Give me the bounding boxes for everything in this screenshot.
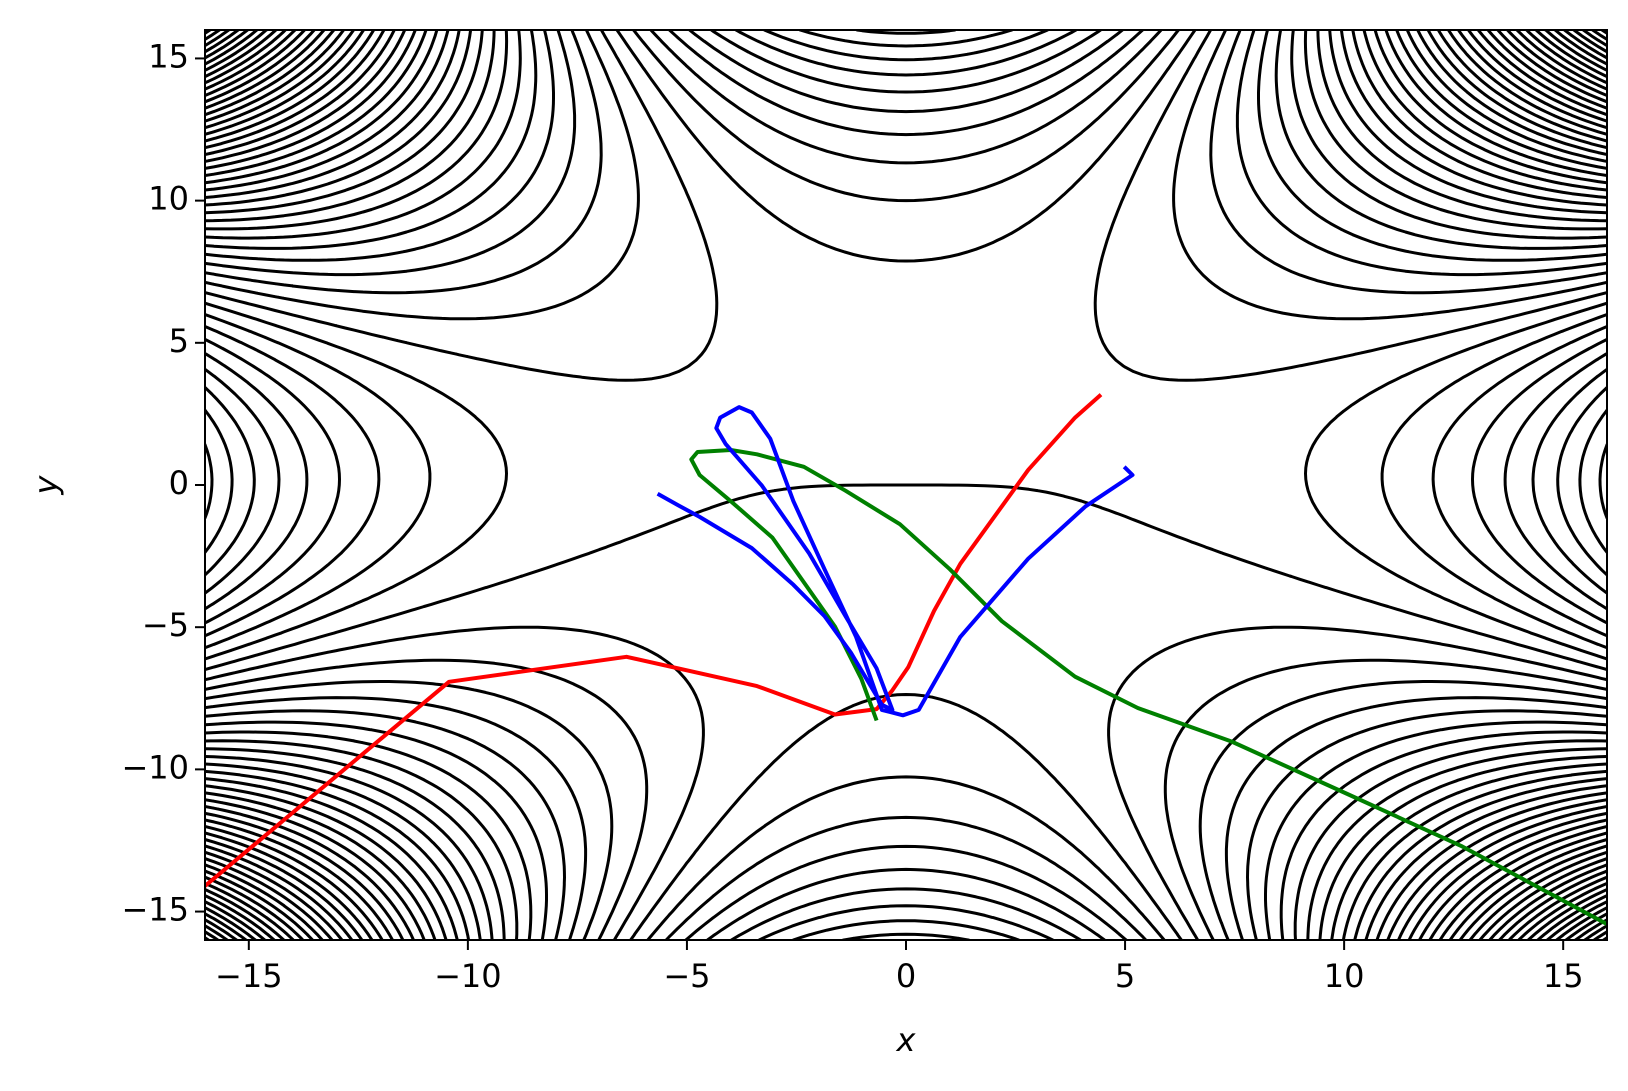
x-tick-label: 10 [1324, 957, 1365, 995]
y-tick-label: −10 [121, 748, 189, 786]
y-tick-label: −5 [142, 606, 189, 644]
x-tick-label: −5 [663, 957, 710, 995]
x-tick-label: 5 [1115, 957, 1135, 995]
x-tick-label: −15 [215, 957, 283, 995]
contour-lines [205, 30, 1607, 940]
x-axis-label: x [896, 1021, 917, 1059]
y-tick-label: 0 [169, 464, 189, 502]
y-axis-label: y [27, 474, 65, 495]
y-tick-label: 15 [148, 37, 189, 75]
x-tick-label: −10 [434, 957, 502, 995]
y-tick-label: 10 [148, 180, 189, 218]
x-tick-label: 0 [896, 957, 916, 995]
trajectory-layer [205, 393, 1607, 926]
trajectory-line [205, 393, 1103, 888]
y-tick-label: −15 [121, 891, 189, 929]
trajectory-line [656, 405, 1135, 718]
y-tick-label: 5 [169, 322, 189, 360]
x-tick-label: 15 [1543, 957, 1584, 995]
contour-layer [205, 30, 1607, 940]
